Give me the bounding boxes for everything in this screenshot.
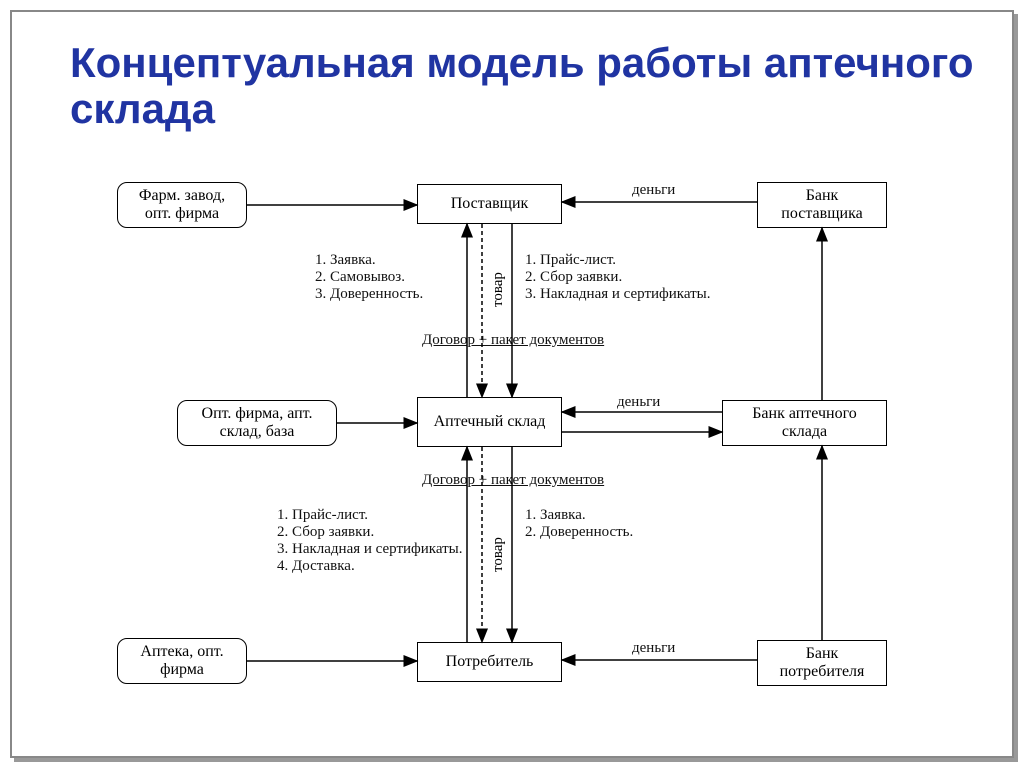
node-label: Аптека, опт. фирма <box>124 643 240 680</box>
label-contract-1: Договор + пакет документов <box>422 332 604 349</box>
node-label: Поставщик <box>451 195 529 213</box>
node-label: Банк поставщика <box>764 187 880 224</box>
node-label: Потребитель <box>446 653 534 671</box>
node-warehouse-bank: Банк аптечного склада <box>722 400 887 446</box>
label-list-right-top: 1. Прайс-лист. 2. Сбор заявки. 3. Наклад… <box>525 252 711 303</box>
label-list-left-top: 1. Заявка. 2. Самовывоз. 3. Доверенность… <box>315 252 423 303</box>
label-goods-1: товар <box>490 272 507 307</box>
label-goods-2: товар <box>490 537 507 572</box>
node-consumer: Потребитель <box>417 642 562 682</box>
node-label: Фарм. завод, опт. фирма <box>124 187 240 224</box>
label-money-3: деньги <box>632 640 675 657</box>
page-title: Концептуальная модель работы аптечного с… <box>70 40 1012 132</box>
node-label: Опт. фирма, апт. склад, база <box>184 405 330 442</box>
label-contract-2: Договор + пакет документов <box>422 472 604 489</box>
node-supplier: Поставщик <box>417 184 562 224</box>
node-label: Банк аптечного склада <box>729 405 880 442</box>
node-consumer-bank: Банк потребителя <box>757 640 887 686</box>
node-label: Аптечный склад <box>434 413 546 431</box>
node-supplier-bank: Банк поставщика <box>757 182 887 228</box>
node-label: Банк потребителя <box>764 645 880 682</box>
slide-frame: Концептуальная модель работы аптечного с… <box>10 10 1014 758</box>
node-warehouse: Аптечный склад <box>417 397 562 447</box>
node-opt-firm: Опт. фирма, апт. склад, база <box>177 400 337 446</box>
label-money-2: деньги <box>617 394 660 411</box>
label-list-left-bottom: 1. Прайс-лист. 2. Сбор заявки. 3. Наклад… <box>277 507 463 575</box>
node-pharmacy: Аптека, опт. фирма <box>117 638 247 684</box>
label-list-right-bottom: 1. Заявка. 2. Доверенность. <box>525 507 633 541</box>
label-money-1: деньги <box>632 182 675 199</box>
node-pharm-plant: Фарм. завод, опт. фирма <box>117 182 247 228</box>
